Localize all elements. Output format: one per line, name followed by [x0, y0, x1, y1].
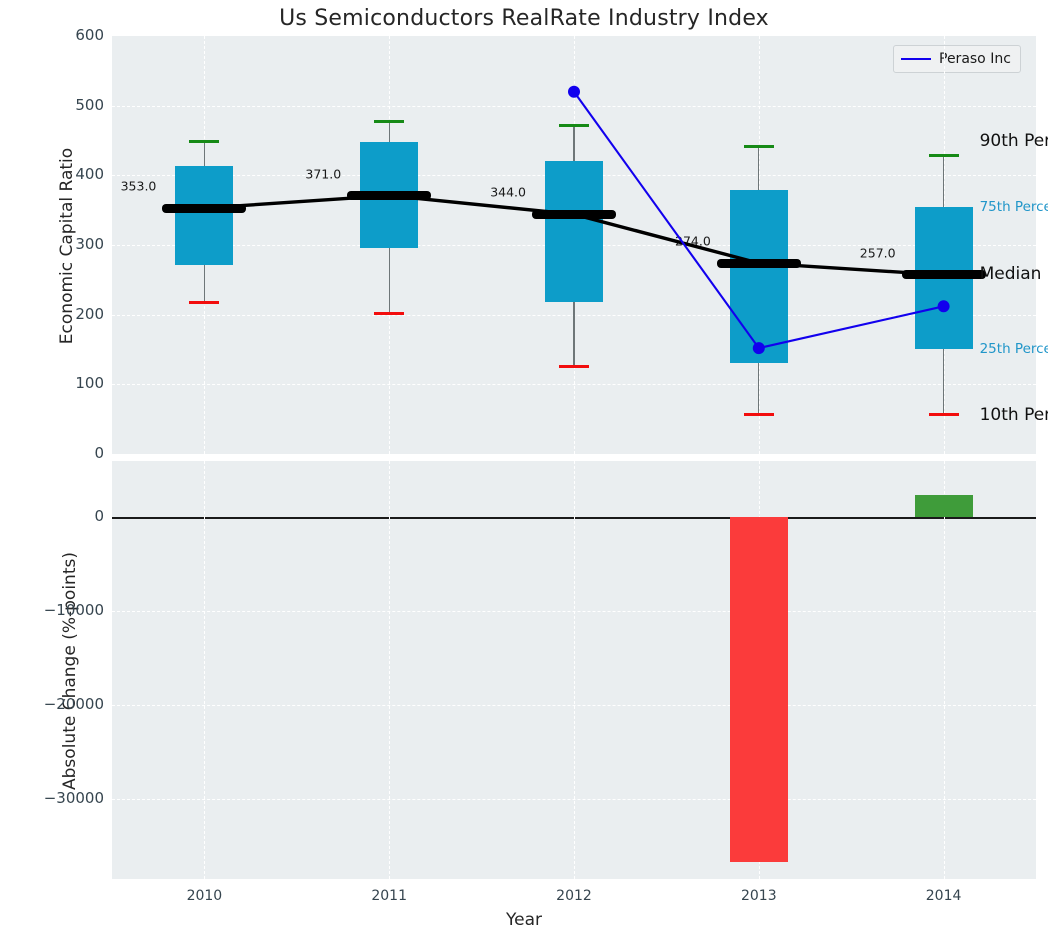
median-value-label-2014: 257.0	[859, 245, 896, 261]
box-iqr-2010	[175, 165, 234, 266]
median-bar-2010	[162, 203, 247, 213]
whisker-cap-90th-2010	[189, 139, 220, 143]
annotation-25th-percentile: 25th Percentile	[979, 340, 1048, 357]
y-tick-label-bottom: 0	[94, 507, 104, 526]
whisker-cap-10th-2013	[743, 412, 774, 416]
whisker-cap-90th-2013	[743, 145, 774, 149]
box-iqr-2012	[545, 160, 603, 303]
annotation-10th-percentile: 10th Percentile	[979, 404, 1048, 425]
gridline-horizontal	[112, 454, 1036, 455]
gridline-vertical	[943, 461, 945, 879]
legend-label-peraso-inc: Peraso Inc	[939, 51, 1011, 67]
y-tick-label-top: 600	[75, 26, 104, 44]
x-tick-label-2010: 2010	[186, 888, 223, 904]
page-title: Us Semiconductors RealRate Industry Inde…	[279, 6, 769, 31]
x-tick-label-2014: 2014	[925, 888, 962, 904]
x-tick-label-2012: 2012	[556, 888, 592, 904]
y-tick-label-top: 0	[94, 444, 104, 462]
y-tick-label-top: 300	[75, 235, 104, 253]
whisker-cap-10th-2014	[928, 413, 959, 417]
median-value-label-2012: 344.0	[490, 184, 526, 200]
annotation-75th-percentile: 75th Percentile	[979, 199, 1048, 216]
median-value-label-2011: 371.0	[305, 166, 342, 182]
whisker-cap-90th-2012	[559, 123, 589, 127]
annotation-90th-percentile: 90th Percentile	[979, 131, 1048, 152]
median-value-label-2010: 353.0	[120, 178, 157, 194]
gridline-vertical	[204, 461, 206, 879]
legend: Peraso Inc	[893, 45, 1021, 73]
y-tick-label-top: 500	[75, 95, 104, 114]
change-bar-2014	[914, 494, 973, 518]
whisker-cap-10th-2011	[374, 312, 405, 316]
annotation-median: Median	[979, 263, 1042, 284]
whisker-cap-90th-2011	[374, 120, 405, 124]
whisker-cap-10th-2010	[189, 300, 220, 304]
y-tick-label-top: 200	[75, 304, 104, 323]
x-tick-label-2011: 2011	[371, 888, 408, 904]
whisker-cap-10th-2012	[559, 365, 589, 369]
x-tick-label-2013: 2013	[740, 888, 777, 904]
y-tick-label-top: 400	[75, 165, 104, 184]
y-tick-label-bottom: −20000	[43, 695, 104, 714]
change-bar-2013	[729, 517, 788, 863]
gridline-vertical	[389, 461, 391, 879]
y-tick-label-bottom: −30000	[43, 789, 104, 808]
legend-line-swatch	[901, 58, 931, 60]
x-axis-label: Year	[506, 910, 542, 930]
box-iqr-2013	[729, 189, 788, 364]
y-tick-label-top: 100	[75, 374, 104, 393]
whisker-cap-90th-2014	[928, 154, 959, 158]
y-tick-label-bottom: −10000	[43, 601, 104, 620]
gridline-vertical	[574, 461, 575, 879]
